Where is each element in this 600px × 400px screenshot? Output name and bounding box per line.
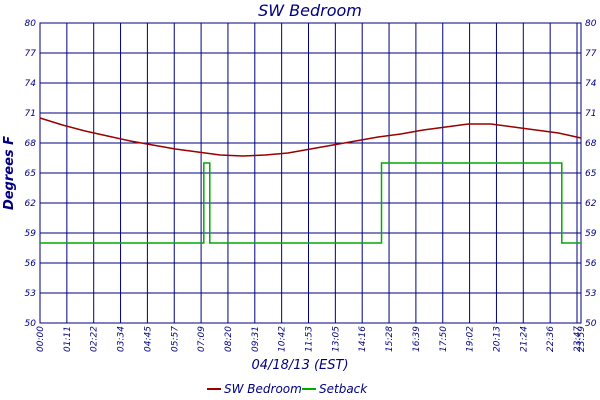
legend: SW Bedroom Setback xyxy=(207,382,368,396)
y-tick-label: 56 xyxy=(25,259,37,269)
x-tick-label: 13:05 xyxy=(331,326,341,352)
y-tick-label-right: 59 xyxy=(585,229,597,239)
x-tick-label: 23:47 xyxy=(573,326,583,352)
x-tick-label: 16:39 xyxy=(412,326,422,352)
y-tick-label-right: 68 xyxy=(585,139,597,149)
y-tick-label: 80 xyxy=(25,19,37,29)
y-tick-label: 59 xyxy=(25,229,37,239)
x-tick-label: 17:50 xyxy=(439,326,449,352)
x-tick-label: 22:36 xyxy=(546,326,556,352)
y-tick-label: 74 xyxy=(25,79,37,89)
y-tick-label-right: 50 xyxy=(585,319,597,329)
x-tick-label: 19:02 xyxy=(466,326,476,352)
series-layer xyxy=(39,117,582,244)
x-tick-label: 07:09 xyxy=(197,326,207,352)
y-tick-label: 71 xyxy=(25,109,36,119)
legend-label: Setback xyxy=(319,382,368,396)
legend-label: SW Bedroom xyxy=(224,382,302,396)
y-tick-label-right: 77 xyxy=(585,49,597,59)
x-tick-label: 03:34 xyxy=(117,326,127,352)
y-tick-label-right: 80 xyxy=(585,19,597,29)
x-tick-label: 11:53 xyxy=(305,326,315,352)
x-tick-label: 08:20 xyxy=(224,326,234,352)
x-tick-label: 15:28 xyxy=(385,326,395,352)
y-tick-label-right: 65 xyxy=(585,169,597,179)
x-axis-label: 04/18/13 (EST) xyxy=(251,358,348,373)
y-tick-label: 68 xyxy=(25,139,37,149)
y-tick-label: 53 xyxy=(25,289,37,299)
y-tick-label: 50 xyxy=(25,319,37,329)
x-tick-label: 23:59 xyxy=(577,326,587,352)
x-tick-label: 05:57 xyxy=(170,326,180,352)
y-tick-label: 77 xyxy=(25,49,37,59)
chart-title: SW Bedroom xyxy=(258,1,362,20)
y-tick-label-right: 56 xyxy=(585,259,597,269)
x-tick-label: 21:24 xyxy=(519,326,529,352)
y-tick-label: 62 xyxy=(25,199,37,209)
y-tick-label-right: 53 xyxy=(585,289,597,299)
y-tick-label-right: 71 xyxy=(585,109,596,119)
x-tick-label: 01:11 xyxy=(63,326,73,352)
y-tick-label-right: 74 xyxy=(585,79,597,89)
y-axis-left: 50 53 56 59 62 65 68 71 74 77 80 xyxy=(25,19,37,329)
x-tick-label: 02:22 xyxy=(90,326,100,352)
y-tick-label: 65 xyxy=(25,169,37,179)
x-tick-label: 04:45 xyxy=(143,326,153,352)
series-line-setback xyxy=(40,162,581,244)
y-axis-label: Degrees F xyxy=(2,136,17,210)
x-tick-label: 14:16 xyxy=(358,326,368,352)
series-line-sw-bedroom xyxy=(39,117,582,157)
x-tick-label: 20:13 xyxy=(492,326,502,352)
y-axis-right: 50 53 56 59 62 65 68 71 74 77 80 xyxy=(585,19,597,329)
x-tick-label: 10:42 xyxy=(278,326,288,352)
x-tick-label: 00:00 xyxy=(36,326,46,352)
grid xyxy=(39,22,581,324)
y-tick-label-right: 62 xyxy=(585,199,597,209)
x-axis: 00:00 01:11 02:22 03:34 04:45 05:57 07:09 08:20… xyxy=(36,326,587,352)
x-tick-label: 09:31 xyxy=(251,326,261,352)
